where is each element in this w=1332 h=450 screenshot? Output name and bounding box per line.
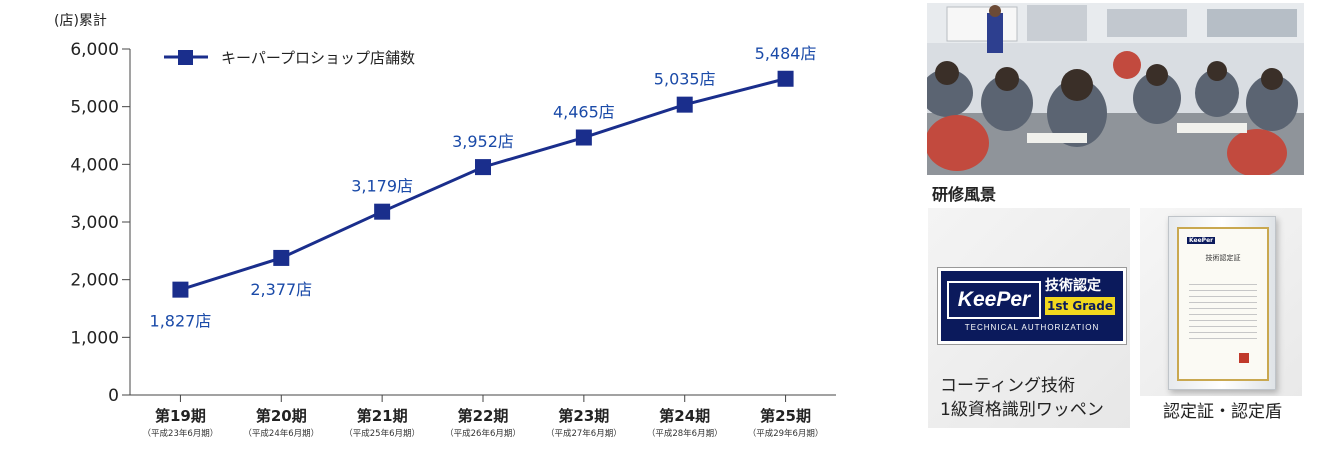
data-point-marker: [676, 96, 693, 113]
data-label: 5,484店: [755, 44, 817, 63]
data-point-marker: [777, 70, 794, 87]
x-tick-sublabel: （平成25年6月期）: [344, 428, 420, 439]
patch-panel: KeePer 技術認定 1st Grade TECHNICAL AUTHORIZ…: [928, 208, 1130, 428]
y-tick-label: 6,000: [70, 40, 119, 60]
legend-marker: [178, 50, 193, 65]
y-tick-label: 1,000: [70, 328, 119, 348]
certificate-caption: 認定証・認定盾: [1163, 402, 1282, 422]
y-tick-label: 2,000: [70, 271, 119, 291]
patch-caption-line2: 1級資格識別ワッペン: [940, 400, 1104, 420]
x-tick-label: 第21期: [357, 407, 408, 425]
x-tick-label: 第25期: [760, 407, 811, 425]
x-tick-sublabel: （平成27年6月期）: [546, 428, 622, 439]
certificate-shield: KeePer 技術認定証: [1168, 216, 1276, 390]
patch-badge: KeePer 技術認定 1st Grade TECHNICAL AUTHORIZ…: [938, 268, 1126, 344]
x-tick-label: 第23期: [558, 407, 609, 425]
series-polyline: [179, 77, 786, 292]
certificate-heading: 技術認定証: [1205, 254, 1241, 262]
x-tick-sublabel: （平成24年6月期）: [243, 428, 319, 439]
y-axis: 0 1,000 2,000 3,000 4,000 5,000 6,000: [70, 40, 131, 406]
data-point-marker: [575, 129, 592, 146]
line-chart: (店)累計 0 1,000 2,000 3,000 4,000 5,000 6,000 第1…: [54, 13, 836, 439]
y-tick-label: 0: [108, 386, 119, 406]
y-tick-label: 3,000: [70, 213, 119, 233]
patch-subtitle: TECHNICAL AUTHORIZATION: [964, 323, 1100, 332]
x-tick-label: 第24期: [659, 407, 710, 425]
series-line: 1,827店 2,377店 3,179店 3,952店 4,465店 5,035店 5,48…: [150, 44, 817, 331]
patch-title: 技術認定: [1045, 278, 1101, 294]
data-point-marker: [172, 281, 189, 298]
data-label: 2,377店: [250, 280, 312, 299]
x-tick-label: 第22期: [458, 407, 509, 425]
patch-grade: 1st Grade: [1045, 297, 1115, 315]
legend-label: キーパープロショップ店舗数: [221, 49, 415, 67]
x-tick-label: 第19期: [155, 407, 206, 425]
data-point-marker: [273, 249, 290, 266]
data-label: 4,465店: [553, 103, 615, 122]
certificate-seal: [1239, 353, 1249, 363]
x-tick-sublabel: （平成26年6月期）: [445, 428, 521, 439]
data-label: 3,952店: [452, 132, 514, 151]
data-label: 5,035店: [654, 70, 716, 89]
certificate-text-lines: [1189, 279, 1257, 339]
y-axis-unit-label: (店)累計: [54, 13, 107, 29]
patch-brand: KeePer: [947, 281, 1041, 319]
y-tick-label: 4,000: [70, 155, 119, 175]
x-tick-label: 第20期: [256, 407, 307, 425]
training-caption: 研修風景: [932, 185, 997, 204]
patch-caption: コーティング技術 1級資格識別ワッペン: [940, 374, 1104, 422]
data-label: 3,179店: [351, 177, 413, 196]
x-tick-sublabel: （平成29年6月期）: [748, 428, 824, 439]
data-point-marker: [374, 203, 391, 220]
certificate-brand: KeePer: [1187, 237, 1216, 244]
training-photo: [927, 3, 1304, 175]
patch-caption-line1: コーティング技術: [940, 376, 1075, 396]
x-tick-sublabel: （平成28年6月期）: [647, 428, 723, 439]
certificate-panel: KeePer 技術認定証: [1140, 208, 1302, 396]
x-tick-sublabel: （平成23年6月期）: [143, 428, 219, 439]
data-label: 1,827店: [150, 312, 212, 331]
x-axis: 第19期 （平成23年6月期） 第20期 （平成24年6月期） 第21期 （平成25年6月…: [130, 394, 836, 439]
legend: キーパープロショップ店舗数: [164, 49, 415, 67]
y-tick-label: 5,000: [70, 98, 119, 118]
data-point-marker: [475, 159, 491, 176]
certificate-paper: KeePer 技術認定証: [1177, 227, 1269, 381]
